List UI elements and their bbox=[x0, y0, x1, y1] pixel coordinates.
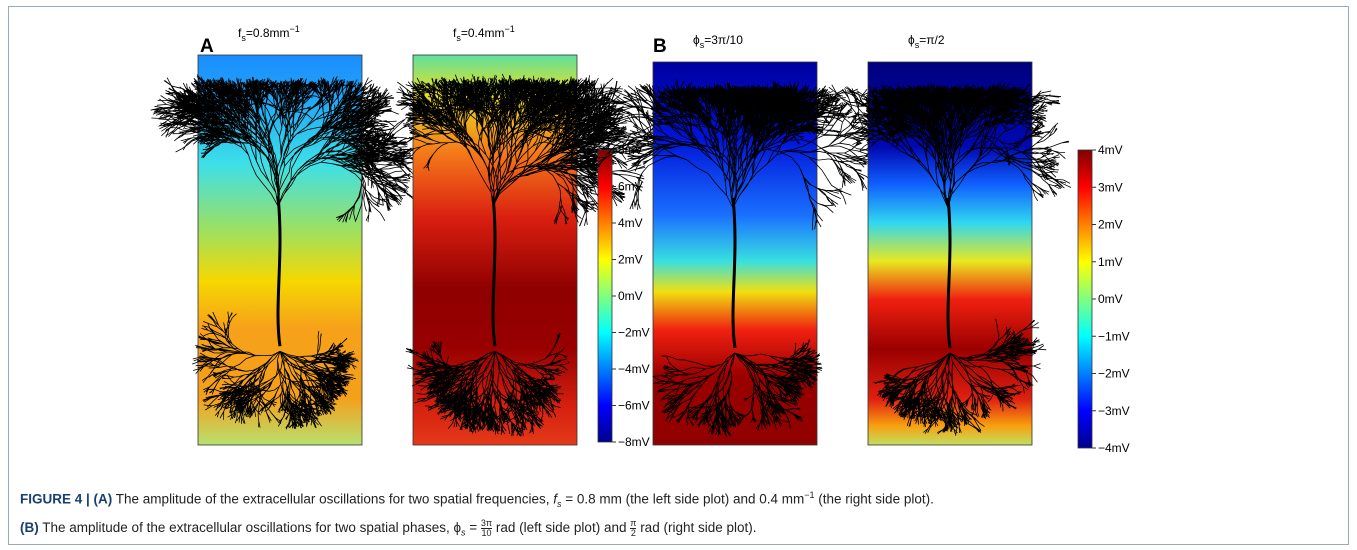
colorbar-label: −6mV bbox=[618, 399, 650, 413]
title-part: s bbox=[915, 40, 920, 50]
title-part: f bbox=[238, 26, 242, 40]
caption-bold: (B) bbox=[20, 520, 39, 536]
caption-math: s bbox=[557, 499, 562, 510]
caption-line: FIGURE 4 | (A) The amplitude of the extr… bbox=[20, 484, 1340, 516]
title-part: f bbox=[453, 26, 457, 40]
caption-text: (the right side plot). bbox=[814, 491, 934, 507]
caption-bold: FIGURE 4 | (A) bbox=[20, 491, 113, 507]
colorbar-label: 1mV bbox=[1098, 255, 1123, 269]
title-part: =π/2 bbox=[919, 33, 945, 47]
caption-math: −1 bbox=[804, 490, 815, 500]
caption-text: rad (left side plot) and bbox=[492, 520, 631, 536]
caption-math: f bbox=[553, 491, 558, 507]
colorbar-label: 3mV bbox=[1098, 180, 1123, 194]
fraction: 3π 10 bbox=[480, 518, 493, 539]
caption-math: s bbox=[461, 527, 466, 538]
colorbar-label: −2mV bbox=[1098, 367, 1130, 381]
denominator: 2 bbox=[630, 528, 636, 539]
caption-text: = 0.8 mm (the left side plot) and 0.4 mm bbox=[561, 491, 805, 507]
colorbar-label: 0mV bbox=[618, 289, 643, 303]
title-part: =0.4mm bbox=[461, 26, 505, 40]
colorbar bbox=[1077, 149, 1093, 449]
neuron-trunk bbox=[946, 197, 952, 349]
plot: fs=0.4mm−1 bbox=[395, 24, 668, 446]
numerator: π bbox=[630, 518, 637, 530]
figure: A B fs=0.8mm−1 fs=0.4mm−18mV6mV4mV2mV0mV−… bbox=[150, 24, 1130, 455]
title-part: ϕ bbox=[908, 33, 915, 47]
title-part: =0.8mm bbox=[246, 26, 290, 40]
colorbar-label: 2mV bbox=[1098, 218, 1123, 232]
neuron-trunk bbox=[731, 197, 737, 349]
title-part: s bbox=[456, 33, 461, 43]
title-part: s bbox=[700, 40, 705, 50]
title-part: s bbox=[241, 33, 246, 43]
neuron-dendrites bbox=[395, 73, 668, 437]
title-part: −1 bbox=[505, 24, 515, 34]
colorbar-label: −3mV bbox=[1098, 404, 1130, 418]
plot-title: fs=0.4mm−1 bbox=[453, 24, 515, 43]
plot: ϕs=π/2 bbox=[813, 33, 1072, 446]
panel-label: A bbox=[200, 36, 214, 57]
title-part: ϕ bbox=[693, 33, 700, 47]
plot: fs=0.8mm−1 bbox=[150, 24, 417, 446]
caption-text: rad (right side plot). bbox=[636, 520, 757, 536]
colorbar-label: −4mV bbox=[618, 362, 650, 376]
colorbar-label: 4mV bbox=[618, 216, 643, 230]
colorbar-label: −8mV bbox=[618, 435, 650, 449]
plot-title: fs=0.8mm−1 bbox=[238, 24, 300, 43]
neuron-trunk bbox=[276, 196, 282, 347]
colorbar-label: −2mV bbox=[618, 326, 650, 340]
neuron-dendrites bbox=[591, 79, 875, 438]
colorbar-label: −1mV bbox=[1098, 329, 1130, 343]
colorbar-label: 0mV bbox=[1098, 292, 1123, 306]
caption-text: = bbox=[465, 520, 481, 536]
colorbar-label: −4mV bbox=[1098, 441, 1130, 455]
neuron-trunk bbox=[491, 196, 497, 347]
caption-text: The amplitude of the extracellular oscil… bbox=[38, 520, 462, 536]
caption: FIGURE 4 | (A) The amplitude of the extr… bbox=[20, 484, 1340, 545]
title-part: −1 bbox=[290, 24, 300, 34]
caption-text: The amplitude of the extracellular oscil… bbox=[112, 491, 554, 507]
plot-title: ϕs=π/2 bbox=[908, 33, 945, 50]
panel-label: B bbox=[653, 36, 667, 57]
figure-frame bbox=[8, 6, 1349, 545]
title-part: =3π/10 bbox=[704, 33, 743, 47]
colorbar-label: 4mV bbox=[1098, 143, 1123, 157]
plot: ϕs=3π/10 bbox=[591, 33, 875, 446]
colorbar-label: 2mV bbox=[618, 253, 643, 267]
caption-line: (B) The amplitude of the extracellular o… bbox=[20, 516, 1340, 545]
colorbar bbox=[597, 149, 613, 443]
denominator: 10 bbox=[481, 528, 492, 539]
numerator: 3π bbox=[480, 518, 493, 530]
neuron-dendrites bbox=[150, 74, 417, 430]
plot-title: ϕs=3π/10 bbox=[693, 33, 743, 50]
neuron-dendrites bbox=[813, 82, 1072, 436]
